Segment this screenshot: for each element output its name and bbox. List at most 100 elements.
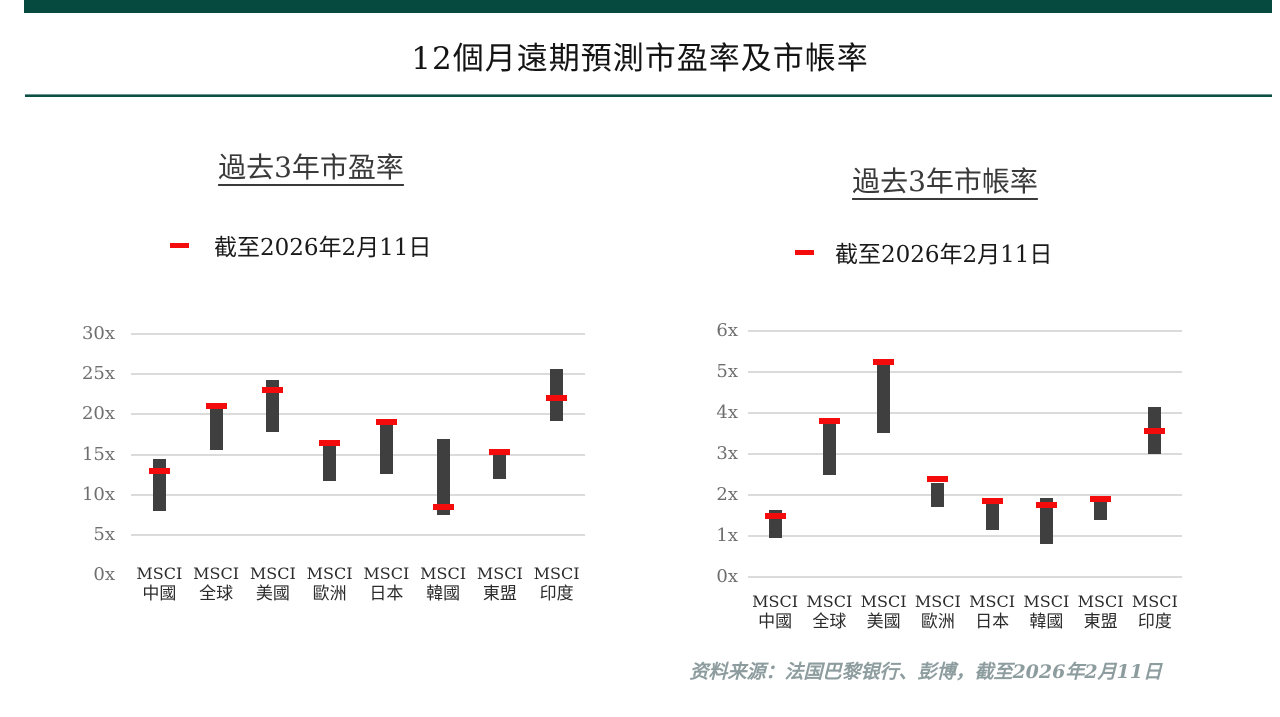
range-bar [1039, 497, 1053, 545]
y-axis-tick-label: 3x [716, 443, 738, 464]
y-axis-tick-label: 5x [93, 523, 115, 545]
gridline [131, 333, 585, 335]
range-bar [209, 404, 223, 450]
category-label-line1: MSCI [806, 592, 853, 611]
category-label: MSCI 印度 [1120, 592, 1190, 633]
category-label-line1: MSCI [533, 564, 580, 583]
range-bar [493, 453, 507, 480]
current-marker [205, 403, 227, 410]
category-label-line2: 韓國 [426, 584, 461, 604]
range-bar [436, 439, 450, 515]
current-marker [546, 395, 568, 402]
current-marker [262, 387, 284, 394]
gridline [748, 494, 1182, 496]
range-bar [323, 444, 337, 481]
category-label-line2: 日本 [369, 584, 404, 604]
range-bar [1094, 501, 1108, 520]
current-marker [764, 512, 786, 519]
category-label-line1: MSCI [1131, 592, 1178, 611]
y-axis-tick-label: 0x [93, 564, 115, 585]
current-marker [148, 467, 170, 474]
category-label-line2: 印度 [539, 584, 574, 604]
current-marker [927, 476, 949, 483]
category-label: MSCI 美國 [238, 564, 308, 605]
source-note: 资料来源：法国巴黎银行、彭博，截至2026年2月11日 [689, 661, 1162, 683]
gridline [131, 453, 585, 456]
gridline [131, 533, 585, 536]
category-label-line1: MSCI [752, 592, 799, 611]
category-label-line1: MSCI [1077, 592, 1124, 611]
gridline [131, 493, 585, 496]
current-marker [489, 449, 511, 456]
category-label-line1: MSCI [420, 564, 467, 583]
category-label: MSCI 韓國 [1011, 592, 1081, 633]
category-label-line2: 中國 [758, 612, 793, 632]
y-axis-tick-label: 2x [716, 484, 738, 505]
y-axis-tick-label: 25x [81, 363, 115, 385]
page-title: 12個月遠期預測市盈率及市帳率 [411, 41, 869, 77]
gridline [748, 371, 1182, 373]
gridline [131, 413, 585, 416]
current-marker [375, 419, 397, 426]
category-label: MSCI 全球 [794, 592, 864, 633]
category-label: MSCI 全球 [181, 564, 251, 605]
category-label-line2: 印度 [1137, 612, 1172, 632]
category-label-line2: 美國 [866, 612, 901, 632]
category-label: MSCI 東盟 [1066, 592, 1136, 633]
category-label-line2: 東盟 [1083, 612, 1118, 632]
range-bar [152, 458, 166, 511]
category-label-line1: MSCI [193, 564, 240, 583]
category-label-line2: 全球 [812, 612, 847, 632]
gridline [748, 453, 1182, 455]
y-axis-tick-label: 20x [81, 403, 115, 425]
gridline [748, 330, 1182, 332]
category-label-line2: 歐洲 [312, 584, 347, 604]
gridline [748, 576, 1182, 578]
current-marker [818, 418, 840, 425]
range-bar [985, 503, 999, 530]
range-bar [379, 424, 393, 474]
category-label: MSCI 日本 [351, 564, 421, 605]
category-label: MSCI 日本 [957, 592, 1027, 633]
category-label-line1: MSCI [914, 592, 961, 611]
legend-label: 截至2026年2月11日 [835, 242, 1053, 268]
y-axis-tick-label: 10x [81, 483, 115, 505]
legend-marker-icon [170, 242, 189, 248]
category-label: MSCI 中國 [740, 592, 810, 633]
category-label-line1: MSCI [1023, 592, 1070, 611]
category-label: MSCI 韓國 [408, 564, 478, 605]
current-marker [1090, 496, 1112, 503]
category-label-line1: MSCI [249, 564, 296, 583]
category-label-line2: 日本 [975, 612, 1010, 632]
y-axis-tick-label: 4x [716, 402, 738, 423]
category-label-line2: 美國 [255, 584, 290, 604]
gridline [748, 535, 1182, 537]
category-label-line1: MSCI [136, 564, 183, 583]
legend-label: 截至2026年2月11日 [214, 235, 432, 261]
range-bar [931, 482, 945, 508]
category-label: MSCI 東盟 [465, 564, 535, 605]
pe-chart-legend: 截至2026年2月11日 [170, 230, 432, 261]
gridline [748, 412, 1182, 414]
range-bar [550, 368, 564, 421]
category-label-line1: MSCI [306, 564, 353, 583]
current-marker [432, 503, 454, 510]
category-label: MSCI 中國 [124, 564, 194, 605]
category-label: MSCI 美國 [849, 592, 919, 633]
current-marker [1035, 502, 1057, 509]
category-label-line2: 韓國 [1029, 612, 1064, 632]
pb-chart-legend: 截至2026年2月11日 [795, 237, 1053, 268]
pe-chart-title: 過去3年市盈率 [218, 151, 404, 184]
title-divider [25, 94, 1272, 97]
current-marker [981, 498, 1003, 505]
range-bar [822, 423, 836, 475]
y-axis-tick-label: 30x [81, 323, 115, 344]
category-label: MSCI 印度 [522, 564, 592, 605]
y-axis-tick-label: 15x [81, 443, 115, 465]
category-label-line2: 全球 [199, 584, 234, 604]
category-label-line1: MSCI [860, 592, 907, 611]
top-accent-bar [24, 0, 1272, 13]
range-bar [877, 363, 891, 434]
y-axis-tick-label: 6x [716, 320, 738, 341]
